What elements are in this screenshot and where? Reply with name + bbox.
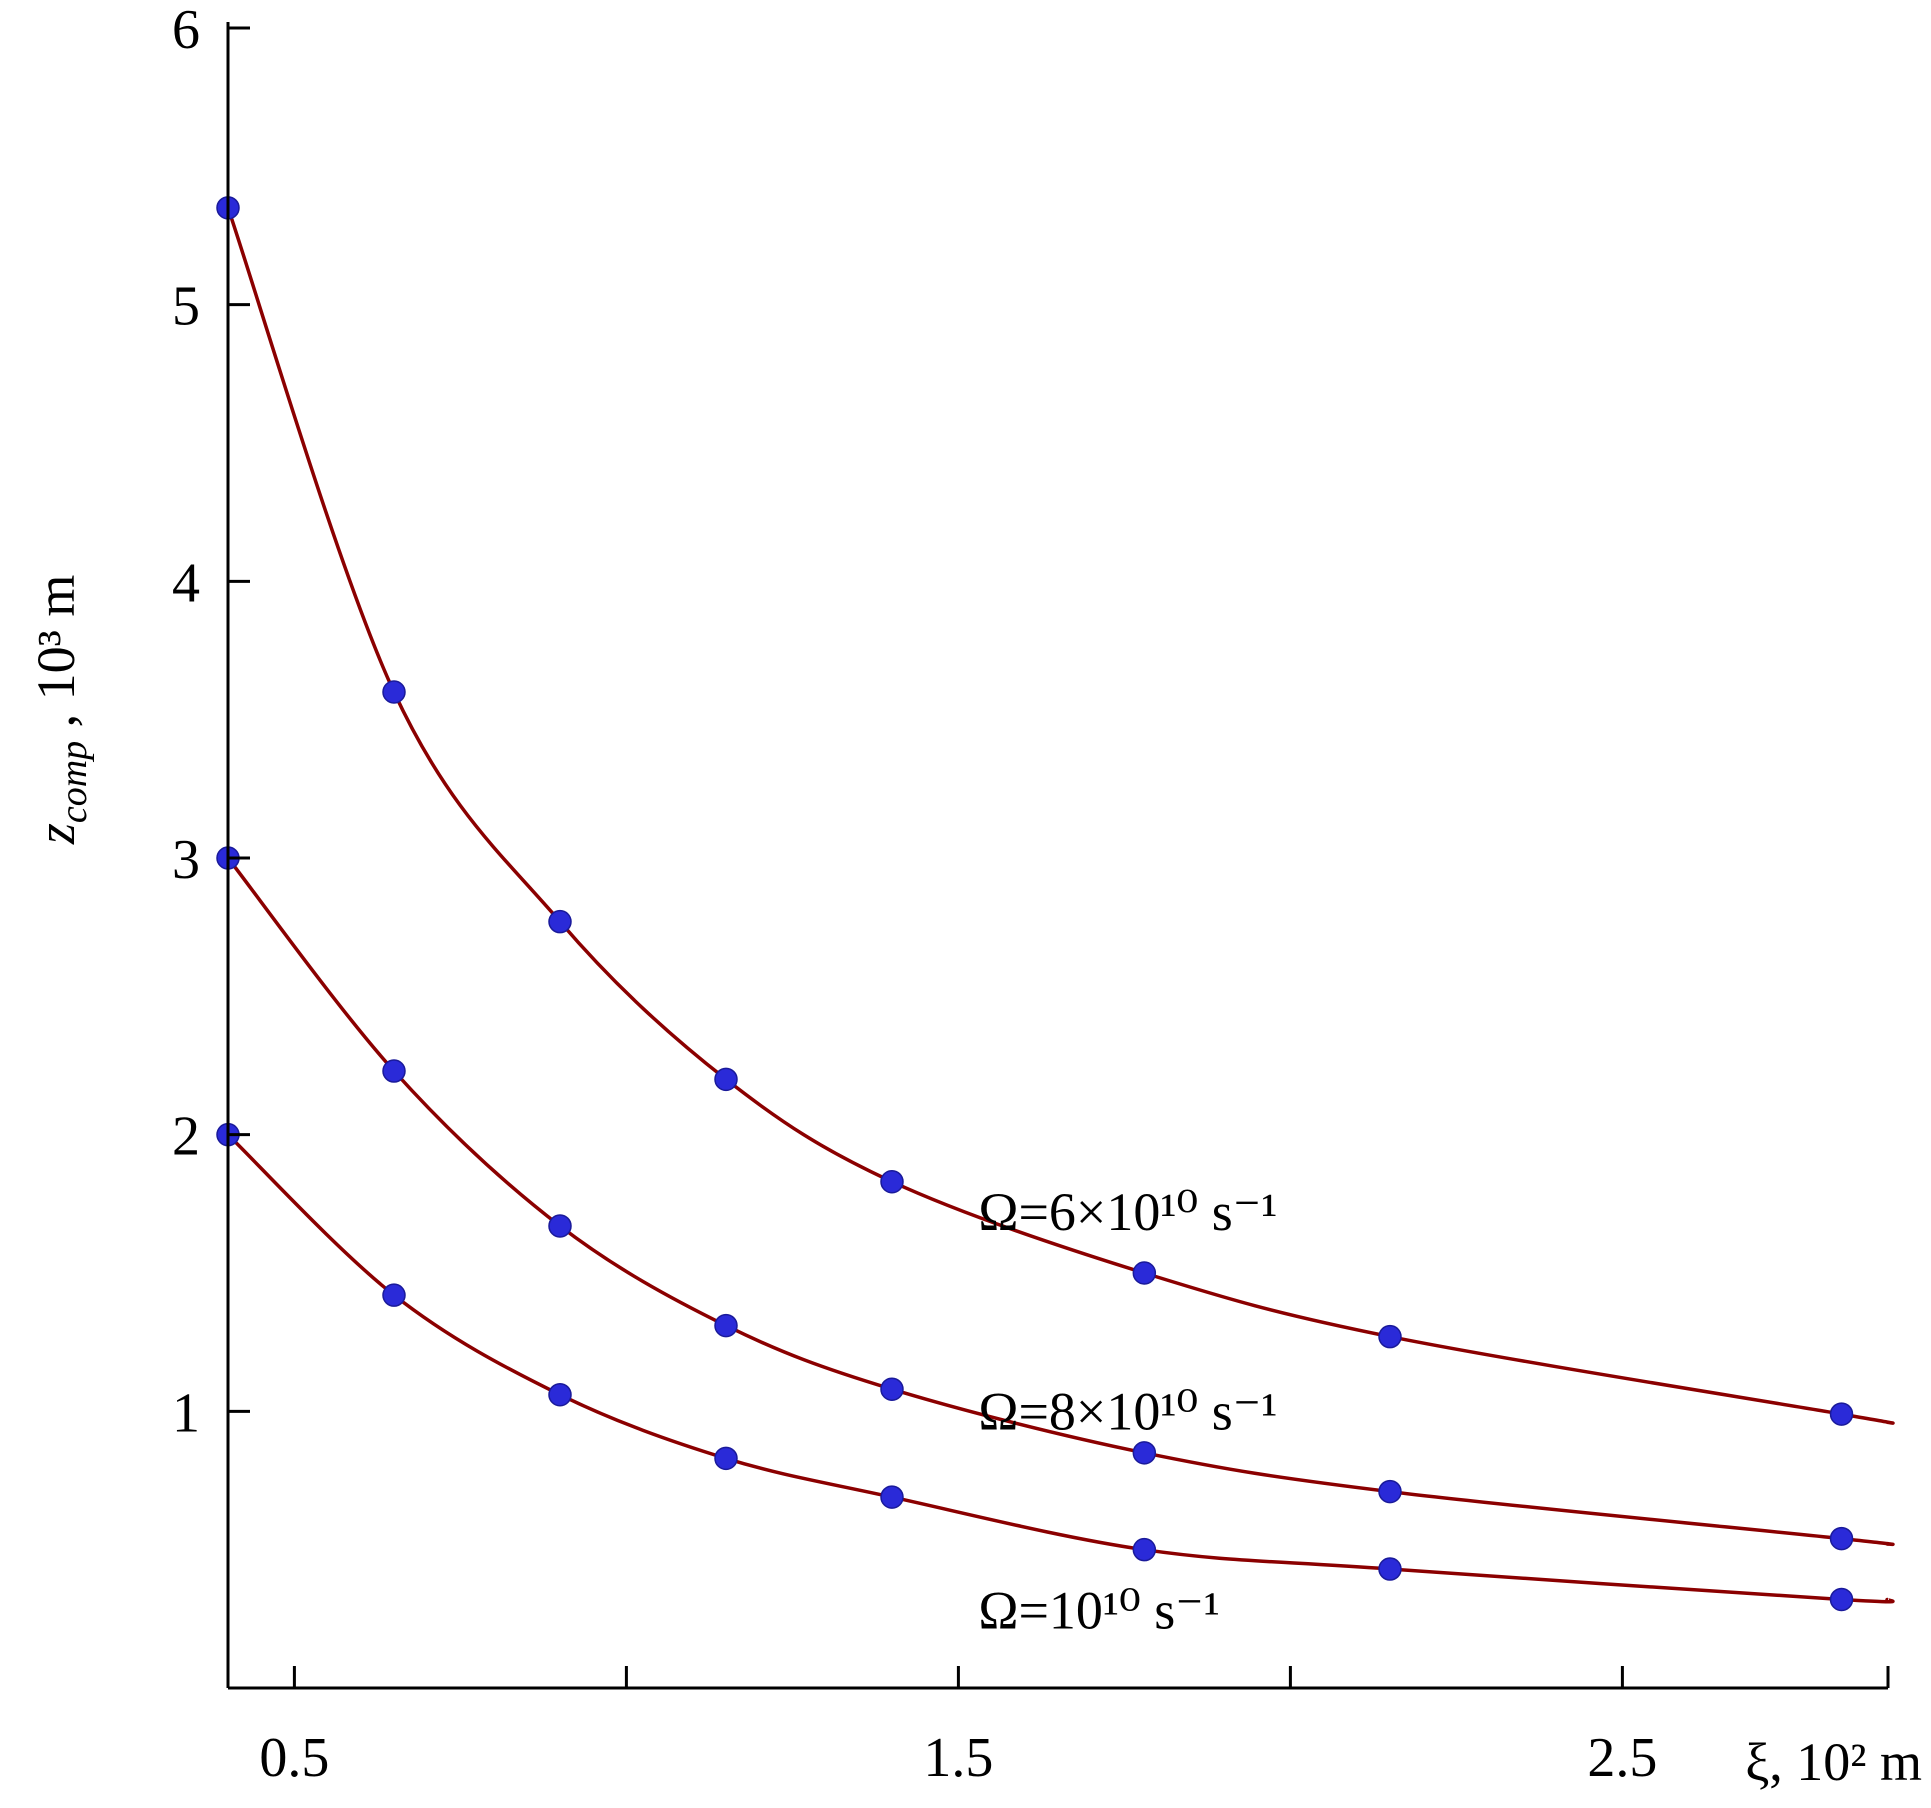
y-axis-label-rest: , 10³ m [26, 575, 86, 741]
series-2-point [714, 1313, 738, 1338]
y-axis-label-sub: comp [53, 741, 95, 823]
series-2-point [548, 1214, 572, 1238]
series-line-3 [226, 1133, 1895, 1604]
y-axis-label-main: z [26, 823, 86, 845]
y-tick-label: 6 [172, 0, 200, 61]
series-2-point [1829, 1526, 1854, 1551]
series-3-point [1378, 1557, 1402, 1581]
markers-layer [216, 196, 1854, 1612]
x-axis-label: ξ, 10² m [1745, 1732, 1922, 1792]
y-tick-label: 5 [172, 276, 200, 338]
series-label-3: Ω=10¹⁰ s⁻¹ [978, 1581, 1220, 1641]
series-2-point [1132, 1441, 1157, 1465]
series-1-point [382, 680, 406, 704]
series-label-1: Ω=6×10¹⁰ s⁻¹ [978, 1182, 1277, 1242]
series-1-point [1378, 1324, 1402, 1349]
series-2-point [382, 1059, 406, 1083]
axes-layer: 1 2 3 4 5 6 0.5 1.5 2.5 [172, 0, 1890, 1789]
series-label-2: Ω=8×10¹⁰ s⁻¹ [978, 1381, 1277, 1441]
y-tick-label: 1 [172, 1382, 200, 1444]
series-1-point [1829, 1402, 1854, 1426]
x-tick-label: 1.5 [923, 1727, 993, 1789]
y-tick-label: 3 [172, 829, 200, 891]
series-2-point [1378, 1479, 1402, 1504]
series-1-point [1132, 1261, 1157, 1285]
labels-layer: ξ, 10² m zcomp , 10³ m Ω=6×10¹⁰ s⁻¹ Ω=8×10¹… [26, 575, 1922, 1792]
series-line-2 [226, 856, 1895, 1547]
series-1-point [548, 909, 572, 934]
x-tick-label: 2.5 [1587, 1727, 1657, 1789]
series-3-point [382, 1283, 406, 1307]
series-1-point [714, 1067, 738, 1092]
series-3-point [548, 1382, 572, 1407]
y-tick-label: 4 [172, 552, 200, 614]
series-2-point [880, 1377, 904, 1401]
x-tick-label: 0.5 [259, 1727, 329, 1789]
series-1-point [880, 1169, 904, 1194]
series-3-point [880, 1485, 904, 1509]
y-axis-label: zcomp , 10³ m [26, 575, 95, 846]
series-3-point [1132, 1537, 1157, 1562]
series-3-point [1829, 1587, 1854, 1612]
y-tick-label: 2 [172, 1106, 200, 1168]
series-3-point [714, 1446, 738, 1471]
